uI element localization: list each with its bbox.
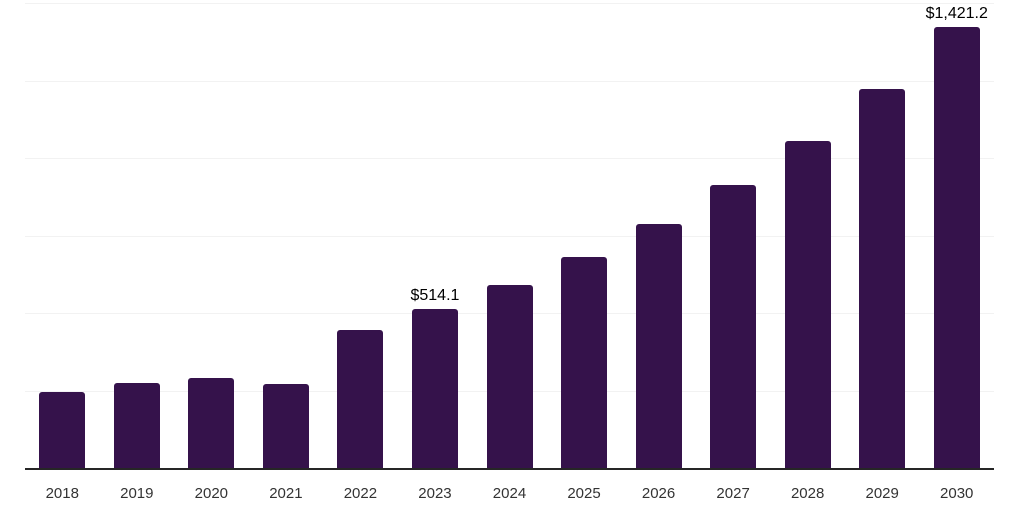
x-tick-label-2022: 2022 bbox=[343, 485, 378, 502]
bar-2027 bbox=[710, 185, 757, 468]
value-label-2023: $514.1 bbox=[410, 286, 460, 304]
bar-2030 bbox=[933, 27, 980, 468]
x-tick-label-2019: 2019 bbox=[120, 485, 154, 502]
bar-2018 bbox=[39, 392, 86, 468]
bar-2022 bbox=[337, 329, 384, 468]
bar-2024 bbox=[486, 285, 533, 468]
gridline-1250 bbox=[25, 80, 994, 82]
x-tick-label-2030: 2030 bbox=[940, 485, 974, 502]
gridline-750 bbox=[25, 235, 994, 237]
gridline-1000 bbox=[25, 158, 994, 159]
bar-2026 bbox=[635, 224, 682, 468]
bar-2028 bbox=[784, 140, 831, 468]
bar-2025 bbox=[561, 256, 608, 468]
bar-2021 bbox=[262, 383, 309, 468]
x-tick-label-2024: 2024 bbox=[492, 485, 527, 502]
x-tick-label-2029: 2029 bbox=[865, 485, 899, 502]
x-tick-label-2018: 2018 bbox=[45, 485, 79, 502]
x-tick-label-2026: 2026 bbox=[641, 485, 676, 502]
bar-2029 bbox=[859, 88, 906, 468]
value-label-2030: $1,421.2 bbox=[925, 5, 988, 23]
x-tick-label-2021: 2021 bbox=[269, 485, 303, 502]
x-tick-label-2027: 2027 bbox=[716, 485, 750, 502]
bar-2020 bbox=[188, 378, 235, 468]
gridline-1500 bbox=[25, 3, 994, 4]
x-tick-label-2020: 2020 bbox=[194, 485, 229, 502]
x-tick-label-2028: 2028 bbox=[790, 485, 825, 502]
x-tick-label-2023: 2023 bbox=[418, 485, 452, 502]
bar-2023 bbox=[411, 308, 458, 468]
bar-2019 bbox=[113, 383, 160, 468]
x-tick-label-2025: 2025 bbox=[567, 485, 601, 502]
x-axis-line bbox=[25, 468, 994, 470]
